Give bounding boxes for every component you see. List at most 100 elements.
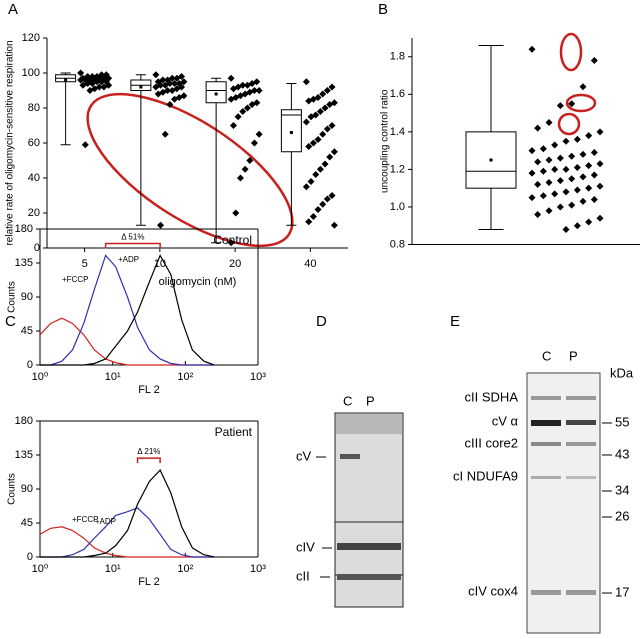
x-tick-label: 10⁰ <box>32 371 49 383</box>
data-point <box>562 225 570 233</box>
data-point <box>539 167 547 175</box>
data-point <box>328 192 336 199</box>
x-axis-label: FL 2 <box>138 384 160 396</box>
data-point <box>243 81 251 89</box>
y-axis-label: relative rate of oligomycin-sensitive re… <box>5 40 16 245</box>
unit-label: kDa <box>610 365 634 380</box>
data-point <box>227 74 235 82</box>
y-tick-label: 180 <box>15 223 33 235</box>
y-tick-label: 80 <box>28 102 40 114</box>
data-point <box>314 206 322 213</box>
blot-band <box>337 543 401 550</box>
data-point <box>227 95 235 103</box>
data-point <box>173 74 181 82</box>
series-line <box>39 526 215 558</box>
highlight-ellipse <box>559 32 583 72</box>
lane-label: P <box>569 348 578 363</box>
data-point <box>534 158 542 166</box>
data-point <box>168 87 176 94</box>
data-point <box>319 130 327 138</box>
data-point <box>227 239 235 247</box>
data-point <box>255 87 263 94</box>
x-axis-label: FL 2 <box>138 576 160 588</box>
series-label: +FCCP <box>62 275 88 284</box>
data-point <box>248 101 256 108</box>
y-tick-label: 1.8 <box>390 51 405 63</box>
data-point <box>241 165 249 173</box>
data-point <box>551 190 559 198</box>
data-point <box>326 101 334 108</box>
data-point <box>556 154 564 162</box>
blot-smear <box>336 414 402 434</box>
data-point <box>154 90 162 98</box>
y-tick-label: 45 <box>21 325 33 337</box>
mean <box>489 158 493 162</box>
protein-label: cIII core2 <box>465 435 518 450</box>
y-tick-label: 90 <box>21 291 33 303</box>
data-point <box>323 125 331 133</box>
data-point <box>568 175 576 183</box>
complex-label: cV <box>296 448 312 463</box>
data-point <box>326 153 334 161</box>
y-tick-label: 1.2 <box>390 163 405 175</box>
mean <box>64 78 68 82</box>
y-tick-label: 1.6 <box>390 88 405 100</box>
y-tick-label: 20 <box>28 207 40 219</box>
y-axis-label: Counts <box>7 473 18 505</box>
data-point <box>307 178 315 185</box>
data-point <box>579 197 587 205</box>
data-point <box>100 83 108 91</box>
blot-band <box>566 420 596 425</box>
data-point <box>316 108 324 115</box>
data-point <box>579 150 587 158</box>
data-point <box>585 184 593 192</box>
data-point <box>171 80 179 87</box>
blot-band <box>566 396 596 400</box>
highlight-ellipse <box>557 112 581 136</box>
data-point <box>585 162 593 170</box>
data-point <box>590 149 598 157</box>
y-axis-label: uncoupling control ratio <box>380 89 391 193</box>
box <box>280 109 302 153</box>
data-point <box>305 97 313 105</box>
data-point <box>596 160 604 168</box>
data-point <box>161 81 169 89</box>
x-tick-label: 10¹ <box>105 371 121 383</box>
data-point <box>551 165 559 173</box>
data-point <box>556 177 564 185</box>
data-point <box>528 169 536 177</box>
complex-label: cII <box>296 568 310 583</box>
blot-band <box>566 476 596 479</box>
data-point <box>568 152 576 160</box>
data-point <box>330 221 338 229</box>
protein-label: cV α <box>492 413 519 428</box>
data-point <box>590 195 598 203</box>
data-point <box>161 130 169 138</box>
y-tick-label: 135 <box>15 449 33 461</box>
blot-band <box>566 590 596 595</box>
data-point <box>330 148 338 156</box>
series-line <box>40 254 215 366</box>
data-point <box>246 157 254 164</box>
complex-label: cIV <box>296 539 315 554</box>
data-point <box>585 132 593 140</box>
data-point <box>585 218 593 226</box>
y-tick-label: 180 <box>15 415 33 427</box>
data-point <box>568 201 576 209</box>
marker-label: 43 <box>615 446 629 461</box>
y-tick-label: 0 <box>27 551 33 563</box>
y-tick-label: 1.0 <box>390 201 405 213</box>
data-point <box>534 124 542 132</box>
series-label: +ADP <box>95 517 116 526</box>
blot-band <box>531 420 561 426</box>
data-point <box>319 90 327 98</box>
marker-label: 34 <box>615 482 629 497</box>
x-tick-label: 10³ <box>250 371 266 383</box>
mean <box>214 92 218 96</box>
blot-e: C P kDa cII SDHA cV α cIII core2 cI NDUF… <box>453 348 634 634</box>
x-tick-label: 10³ <box>250 563 266 575</box>
blot-band <box>340 454 360 459</box>
data-point <box>166 101 174 108</box>
x-tick-label: 5 <box>82 258 88 270</box>
